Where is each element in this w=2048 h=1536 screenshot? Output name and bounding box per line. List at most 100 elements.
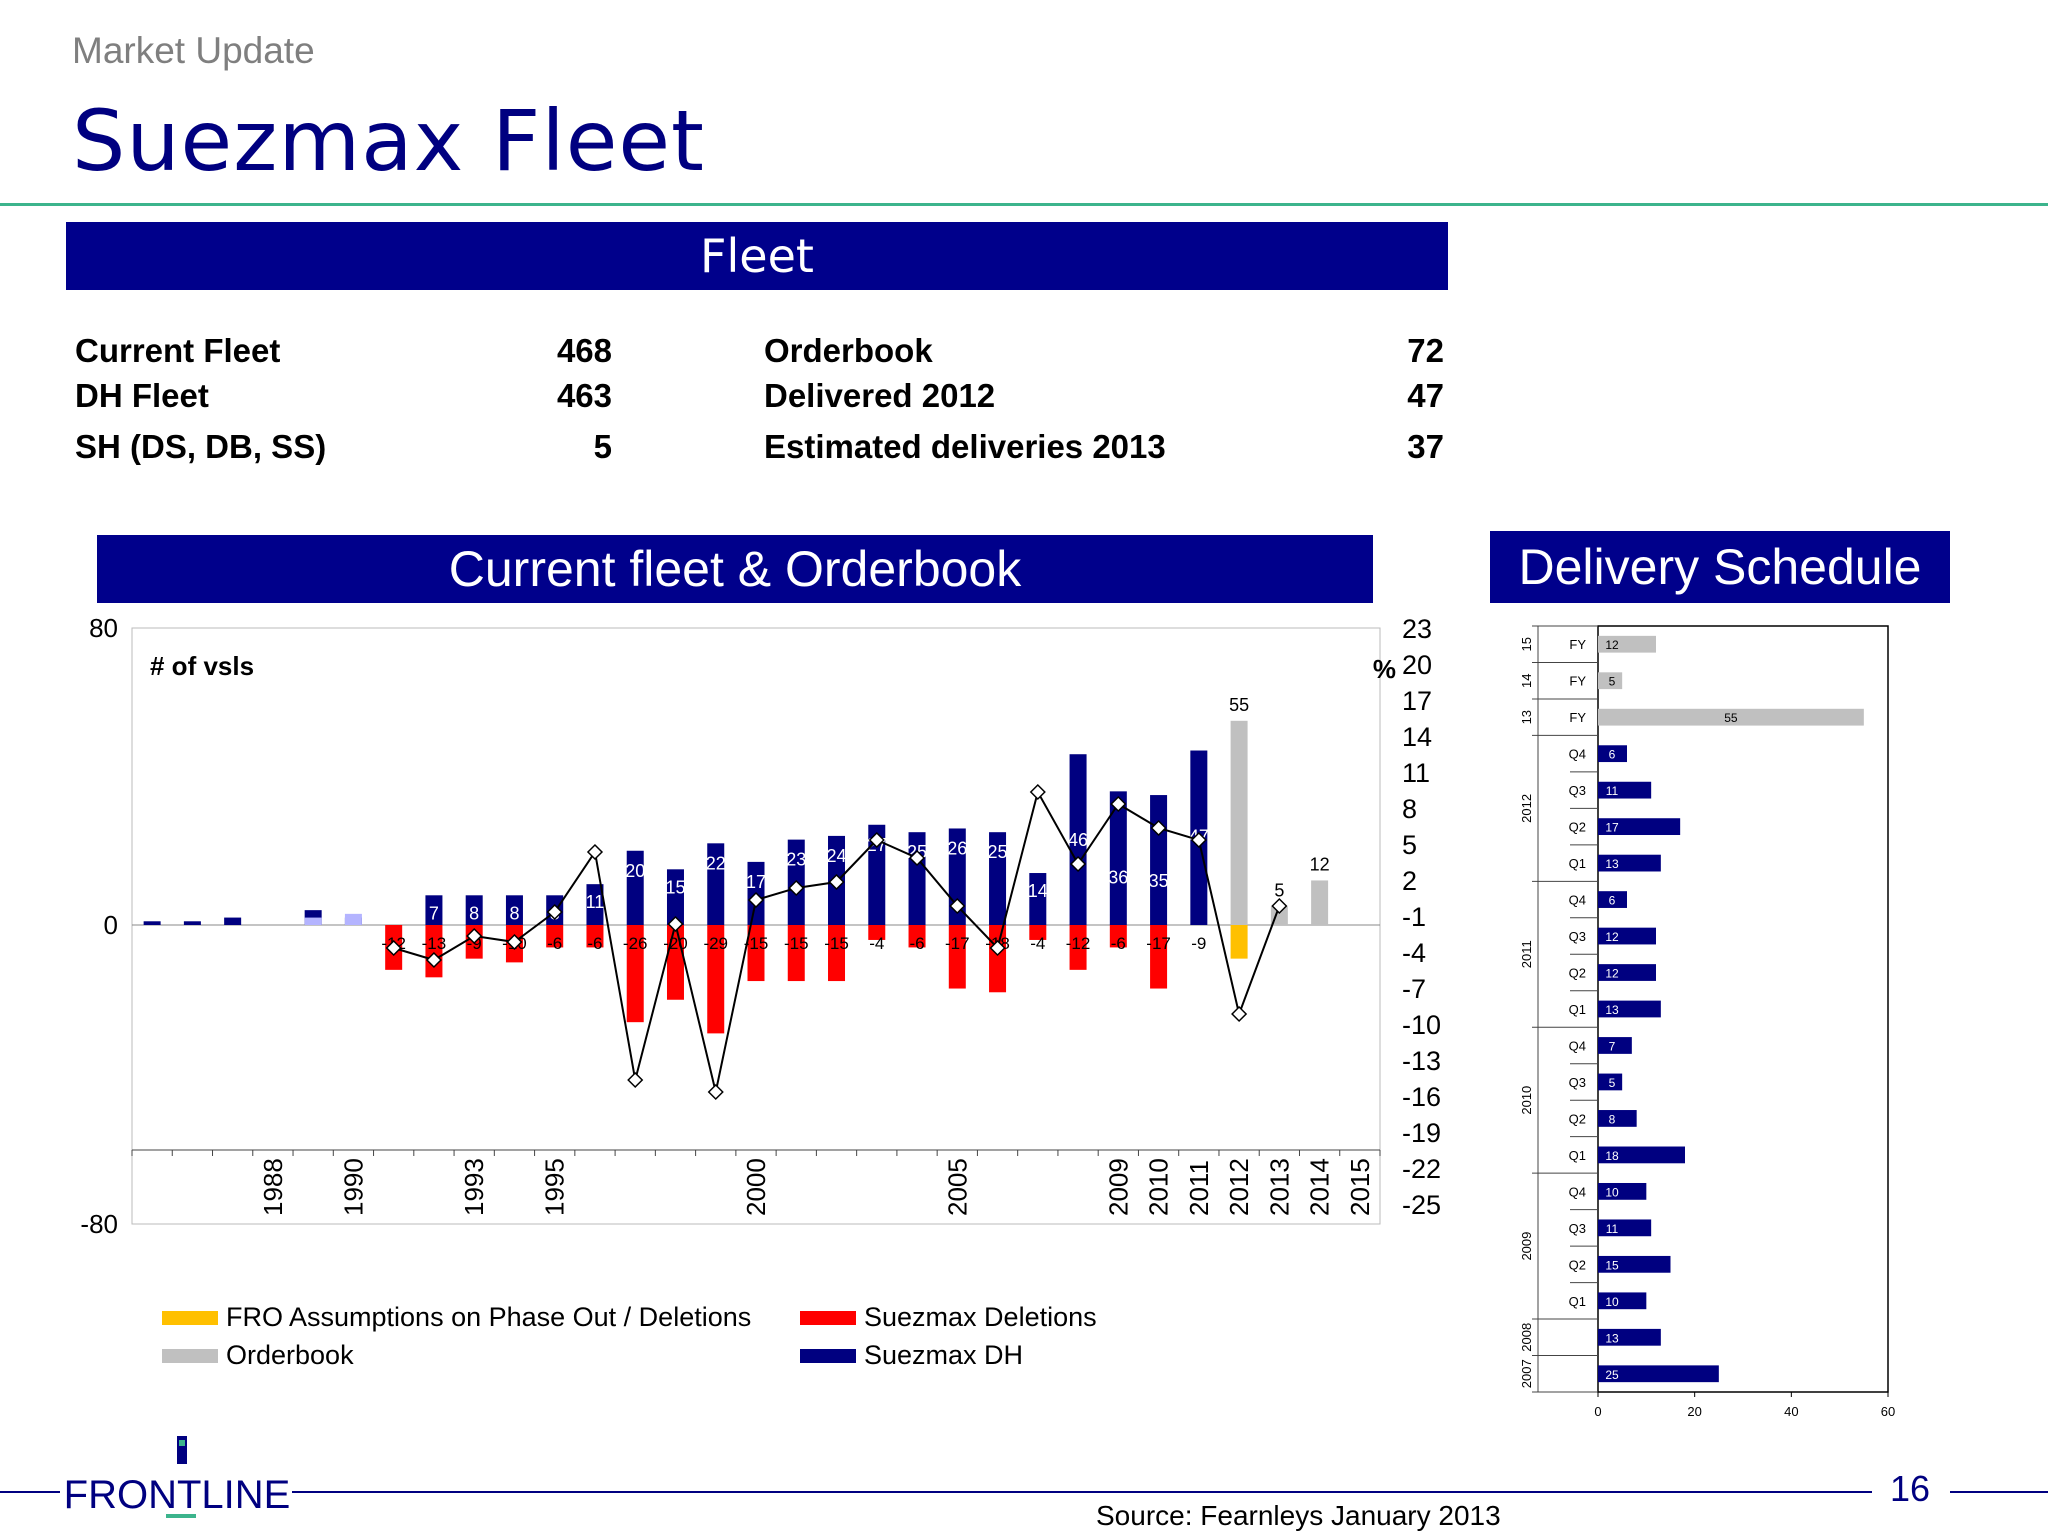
bar (1598, 1110, 1637, 1127)
bar-label: 13 (1605, 1003, 1619, 1017)
y2-tick-label: 23 (1402, 614, 1432, 644)
bar (1069, 925, 1087, 970)
x-tick-label: 1993 (459, 1158, 489, 1216)
growth-point (788, 879, 805, 897)
legend-label: Suezmax DH (864, 1340, 1024, 1370)
bar-label: 6 (1609, 894, 1616, 908)
bar-label: -20 (663, 934, 688, 953)
bar-label: 14 (1028, 881, 1048, 901)
y2-tick-label: 20 (1402, 650, 1432, 680)
bar-label: 12 (1605, 930, 1619, 944)
bar-label: 8 (1609, 1112, 1616, 1126)
x-tick-label: 1995 (540, 1158, 570, 1216)
bar-label: 25 (988, 842, 1008, 862)
growth-point (425, 951, 442, 969)
bar (1598, 1037, 1632, 1054)
bar-label: -15 (784, 934, 809, 953)
bar (1230, 925, 1248, 959)
footer-rule (292, 1491, 1872, 1493)
growth-point (828, 873, 845, 891)
bar (989, 925, 1007, 993)
stat-label: Orderbook (764, 332, 933, 369)
bar-label: 12 (1605, 638, 1619, 652)
growth-point (989, 939, 1006, 957)
stat-value: 5 (593, 428, 612, 465)
legend-swatch (800, 1310, 856, 1325)
y2-axis-label: % (1373, 654, 1396, 684)
growth-point (1110, 795, 1127, 813)
bar (586, 884, 604, 925)
legend-swatch (162, 1348, 218, 1363)
row-label: Q3 (1569, 1075, 1586, 1090)
y2-tick-label: -25 (1402, 1190, 1441, 1220)
bar (1598, 708, 1864, 726)
group-label: 15 (1520, 637, 1534, 651)
bar (1598, 672, 1623, 690)
bar (747, 925, 765, 982)
stat-value: 47 (1407, 377, 1444, 414)
y2-tick-label: 2 (1402, 866, 1417, 896)
growth-point (1271, 897, 1288, 915)
stat-label: SH (DS, DB, SS) (75, 428, 327, 465)
group-label: 2007 (1520, 1359, 1534, 1388)
legend-label: Orderbook (226, 1340, 354, 1370)
legend-swatch (162, 1310, 218, 1325)
bar-label: 13 (1605, 857, 1619, 871)
bar-label: 8 (509, 903, 519, 923)
growth-point (1150, 819, 1167, 837)
growth-point (707, 1083, 724, 1101)
bar (1598, 927, 1656, 945)
source-note: Source: Fearnleys January 2013 (1096, 1500, 1501, 1531)
page-title: Suezmax Fleet (72, 92, 705, 190)
row-label: FY (1569, 674, 1586, 689)
stat-label: Current Fleet (75, 332, 281, 369)
bar (1598, 854, 1661, 872)
bar (1598, 1365, 1719, 1383)
bar-label: 55 (1724, 711, 1738, 725)
bar-label: 5 (1609, 675, 1616, 689)
y2-tick-label: -4 (1402, 938, 1426, 968)
growth-point (868, 831, 885, 849)
row-label: Q2 (1569, 820, 1586, 835)
x-tick-label: 20 (1687, 1404, 1701, 1419)
bar-label: 55 (1229, 695, 1249, 715)
bar-label: -6 (587, 934, 602, 953)
bar-label: 11 (1606, 1222, 1619, 1236)
growth-point (1231, 1005, 1248, 1023)
bar (1598, 1182, 1647, 1200)
y2-tick-label: 5 (1402, 830, 1417, 860)
bar-label: -17 (1146, 934, 1171, 953)
growth-point (1029, 783, 1046, 801)
bar (1598, 1328, 1661, 1346)
logo-text: FRONTLINE (64, 1473, 291, 1517)
group-label: 2011 (1520, 940, 1534, 968)
footer-rule (0, 1491, 60, 1493)
bar-label: 5 (1609, 1076, 1616, 1090)
bar (1150, 925, 1168, 989)
legend-dh: Suezmax DH (800, 1340, 1023, 1371)
x-tick-label: 2012 (1224, 1158, 1254, 1216)
row-label: FY (1569, 637, 1586, 652)
frontline-logo: FRONTLINE (64, 1436, 291, 1518)
y2-tick-label: -10 (1402, 1010, 1441, 1040)
growth-point (586, 843, 604, 861)
bar-label: 36 (1108, 867, 1128, 887)
bar (707, 925, 725, 1034)
row-label: Q3 (1569, 929, 1586, 944)
bar-label: 17 (746, 872, 766, 892)
y-axis-label: # of vsls (150, 651, 254, 681)
row-label: Q3 (1569, 1221, 1586, 1236)
growth-point (747, 891, 765, 909)
group-label: 13 (1520, 710, 1534, 724)
bar-label: 7 (429, 903, 439, 923)
bar-label: 12 (1605, 967, 1619, 981)
bar (868, 824, 886, 925)
logo-flag-icon (179, 1440, 185, 1446)
y-tick-label: 0 (104, 910, 118, 940)
stat-value: 468 (556, 332, 612, 369)
legend-label: Suezmax Deletions (864, 1302, 1097, 1332)
bar-label: -4 (869, 934, 884, 953)
bar (505, 895, 523, 925)
y2-tick-label: -1 (1402, 902, 1426, 932)
bar (989, 832, 1007, 925)
